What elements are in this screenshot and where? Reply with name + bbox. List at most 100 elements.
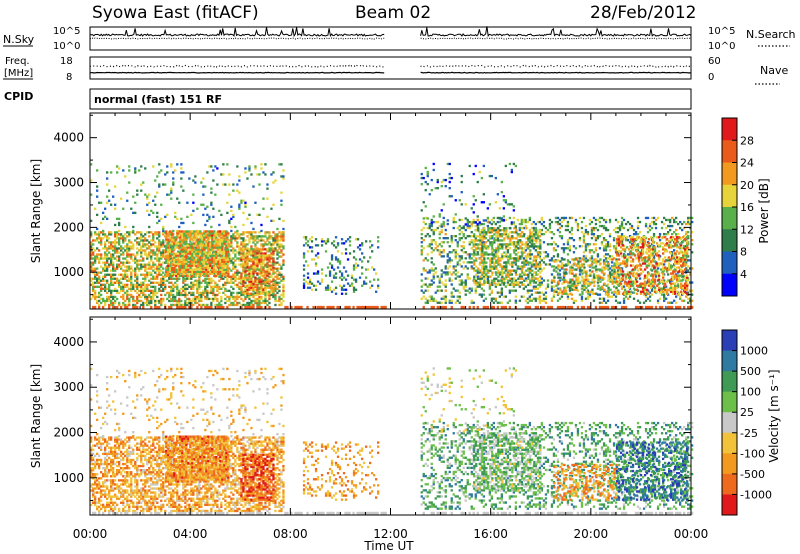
power-cell	[96, 273, 99, 276]
power-cell	[548, 218, 552, 222]
power-cell	[221, 256, 224, 259]
power-cell	[128, 253, 131, 256]
power-cell	[213, 230, 216, 233]
power-cell	[190, 283, 193, 287]
power-cell	[104, 265, 107, 268]
power-cell	[187, 234, 190, 237]
power-cell	[486, 220, 489, 224]
power-cell	[108, 237, 111, 240]
power-cell	[102, 297, 105, 301]
power-cell	[192, 299, 195, 303]
power-cell	[104, 247, 107, 250]
power-cell	[280, 303, 283, 307]
power-cell	[584, 297, 588, 300]
power-cell	[254, 276, 257, 279]
power-cell	[200, 203, 203, 206]
power-cell	[548, 259, 552, 262]
power-cell	[126, 253, 129, 256]
power-cell	[456, 253, 459, 256]
power-cell	[203, 248, 206, 251]
power-cell	[532, 265, 535, 268]
power-cell	[232, 183, 235, 186]
power-cell	[104, 299, 107, 303]
power-cell	[473, 269, 476, 272]
power-cell	[687, 269, 690, 272]
power-cell	[675, 216, 678, 220]
power-cell	[106, 249, 109, 252]
power-cell	[165, 230, 168, 233]
power-cell	[208, 297, 211, 301]
power-cell	[634, 231, 638, 234]
power-cell	[170, 299, 173, 303]
power-cell	[240, 291, 243, 295]
power-cell	[180, 221, 183, 225]
power-cell	[102, 269, 105, 272]
nave-tick-bottom: 0	[708, 72, 714, 83]
power-cell	[426, 277, 429, 280]
power-cell	[217, 272, 220, 276]
power-cell	[140, 259, 143, 262]
power-cell	[248, 301, 251, 305]
power-cell	[144, 297, 147, 301]
power-cell	[102, 211, 105, 215]
power-cell	[608, 218, 612, 222]
power-cell	[282, 295, 285, 299]
power-cell	[440, 297, 443, 300]
power-cell	[246, 260, 249, 263]
power-cell	[584, 247, 588, 250]
power-cell	[156, 233, 159, 236]
power-cell	[328, 262, 332, 265]
power-cell	[150, 249, 153, 252]
power-cell	[179, 262, 182, 265]
power-cell	[116, 291, 119, 295]
power-cell	[302, 244, 306, 247]
power-cell	[227, 270, 230, 274]
power-cell	[442, 224, 445, 228]
power-cell	[90, 245, 93, 248]
power-cell	[514, 261, 517, 264]
power-cell	[138, 263, 141, 266]
power-cell	[646, 231, 650, 234]
power-cell	[534, 297, 537, 300]
power-cell	[352, 268, 356, 271]
power-cell	[494, 228, 497, 232]
power-cell	[254, 284, 257, 287]
power-cell	[358, 258, 362, 261]
power-cell	[524, 249, 527, 252]
power-cell	[160, 217, 163, 221]
power-cell	[508, 263, 511, 266]
power-cell	[120, 273, 123, 276]
power-cell	[420, 233, 423, 236]
power-cell	[669, 224, 672, 228]
power-cell	[272, 286, 275, 289]
power-cell	[94, 295, 97, 299]
power-cell	[142, 235, 145, 238]
power-cell	[136, 281, 139, 284]
power-cell	[98, 281, 101, 284]
power-cell	[202, 193, 205, 196]
power-cell	[272, 270, 275, 273]
power-cell	[134, 257, 137, 260]
power-cell	[182, 289, 185, 293]
power-cell	[480, 287, 483, 290]
power-cell	[184, 285, 187, 289]
power-cell	[184, 289, 187, 293]
power-cell	[189, 236, 192, 239]
power-cell	[665, 233, 668, 236]
power-cell	[242, 282, 245, 285]
power-cell	[191, 262, 194, 265]
power-cell	[209, 264, 212, 267]
power-cell	[222, 283, 225, 287]
power-cell	[126, 259, 129, 262]
power-cell	[420, 297, 423, 300]
power-cell	[118, 301, 121, 305]
power-cell	[432, 273, 435, 276]
power-cell	[618, 273, 622, 276]
power-cell	[338, 260, 342, 263]
power-cell	[90, 219, 93, 223]
power-cell	[598, 297, 602, 300]
power-cell	[202, 269, 205, 272]
power-cell	[652, 216, 656, 220]
power-cell	[108, 257, 111, 260]
power-cell	[187, 256, 190, 259]
